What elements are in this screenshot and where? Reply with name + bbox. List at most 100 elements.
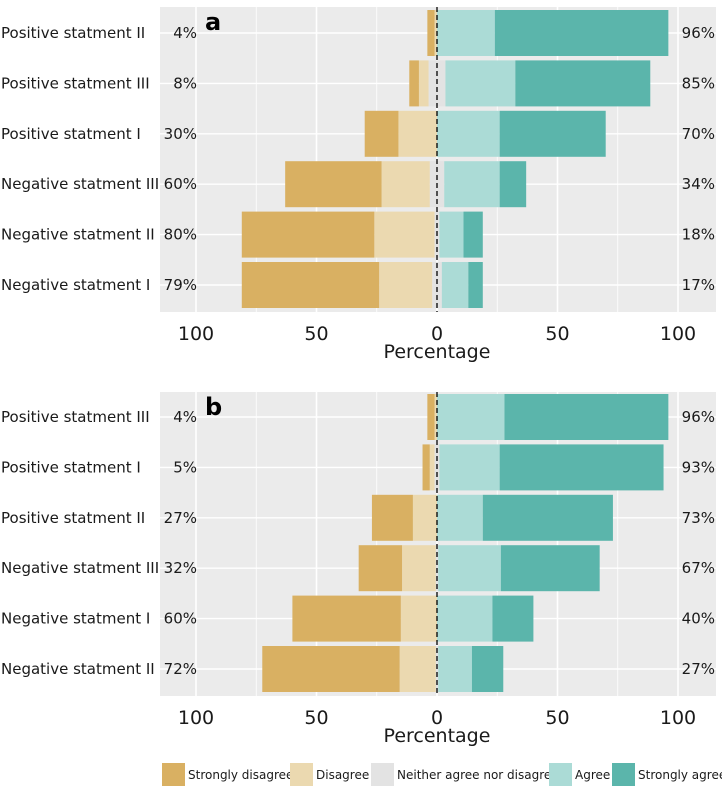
category-label: Negative statment II: [1, 660, 155, 678]
category-label: Negative statment III: [1, 559, 159, 577]
x-tick-label: 50: [304, 323, 328, 345]
bar-segment-agree: [437, 494, 483, 541]
panel-letter: a: [205, 8, 221, 36]
legend-label: Strongly agree: [638, 768, 722, 782]
legend: Strongly disagree Disagree Neither agree n…: [162, 763, 722, 786]
bar-segment-neither: [432, 262, 437, 308]
item-row: [285, 161, 527, 208]
right-percentage-label: 96%: [682, 408, 715, 426]
bar-segment-strongly-disagree: [422, 444, 430, 491]
left-percentage-label: 60%: [164, 175, 197, 193]
category-label: Negative statment I: [1, 276, 150, 294]
bar-segment-neither: [437, 60, 446, 107]
legend-swatch: [549, 763, 572, 786]
legend-item-neither: Neither agree nor disagree: [371, 763, 559, 786]
bar-segment-strongly-disagree: [358, 545, 403, 592]
bar-segment-disagree: [381, 161, 430, 208]
bar-segment-neither: [437, 444, 440, 491]
right-percentage-label: 93%: [682, 458, 715, 476]
bar-segment-disagree: [399, 646, 436, 692]
bar-segment-agree: [439, 444, 500, 491]
x-tick-label: 50: [304, 707, 328, 729]
bar-segment-strongly-disagree: [292, 595, 401, 642]
bar-segment-disagree: [402, 545, 436, 592]
bar-segment-agree: [441, 262, 469, 308]
bar-segment-strongly-disagree: [427, 394, 435, 440]
legend-swatch: [290, 763, 313, 786]
bar-segment-neither: [428, 60, 437, 107]
legend-label: Disagree: [316, 768, 369, 782]
panel-background: [160, 392, 716, 696]
x-tick-label: 0: [431, 323, 443, 345]
bar-segment-disagree: [418, 60, 429, 107]
legend-label: Strongly disagree: [188, 768, 293, 782]
bar-segment-agree: [437, 595, 493, 642]
right-percentage-label: 67%: [682, 559, 715, 577]
panel-background: [160, 7, 716, 312]
category-label: Positive statment III: [1, 74, 150, 92]
category-label: Negative statment II: [1, 226, 155, 244]
item-row: [241, 262, 483, 308]
x-tick-label: 100: [178, 707, 214, 729]
panel-a: Positive statment II 4% 96% Positive statme…: [1, 7, 716, 363]
bar-segment-agree: [438, 646, 472, 692]
bar-segment-neither: [429, 161, 437, 208]
bar-segment-disagree: [374, 211, 435, 258]
item-row: [427, 394, 669, 440]
item-row: [262, 646, 504, 692]
item-row: [241, 211, 483, 258]
panel-letter: b: [205, 393, 222, 421]
bar-segment-agree: [437, 110, 500, 157]
x-tick-label: 100: [660, 323, 696, 345]
bar-segment-strongly-agree: [515, 60, 651, 107]
bar-segment-strongly-disagree: [409, 60, 419, 107]
category-label: Positive statment III: [1, 408, 150, 426]
bar-segment-disagree: [434, 10, 437, 56]
bar-segment-strongly-agree: [463, 211, 483, 258]
bar-segment-strongly-agree: [499, 110, 606, 157]
bar-segment-strongly-disagree: [262, 646, 400, 692]
bar-segment-disagree: [429, 444, 435, 491]
bar-segment-disagree: [412, 494, 437, 541]
x-tick-label: 0: [431, 707, 443, 729]
bar-segment-strongly-disagree: [285, 161, 382, 208]
category-label: Positive statment I: [1, 458, 141, 476]
bar-segment-strongly-agree: [492, 595, 534, 642]
bar-segment-strongly-disagree: [241, 262, 380, 308]
bar-segment-neither: [434, 444, 437, 491]
legend-item-disagree: Disagree: [290, 763, 369, 786]
bar-segment-agree: [437, 394, 505, 440]
bar-segment-strongly-agree: [499, 161, 527, 208]
panel-b: Positive statment III 4% 96% Positive statm…: [1, 392, 716, 747]
right-percentage-label: 40%: [682, 610, 715, 628]
bar-segment-disagree: [398, 110, 437, 157]
right-percentage-label: 27%: [682, 660, 715, 678]
bar-segment-strongly-agree: [468, 262, 483, 308]
legend-label: Agree: [575, 768, 610, 782]
legend-swatch: [612, 763, 635, 786]
right-percentage-label: 70%: [682, 125, 715, 143]
category-label: Positive statment II: [1, 24, 145, 42]
bar-segment-strongly-agree: [500, 545, 600, 592]
right-percentage-label: 17%: [682, 276, 715, 294]
left-percentage-label: 79%: [164, 276, 197, 294]
legend-swatch: [162, 763, 185, 786]
right-percentage-label: 85%: [682, 74, 715, 92]
left-percentage-label: 80%: [164, 226, 197, 244]
legend-item-strongly-disagree: Strongly disagree: [162, 763, 293, 786]
left-percentage-label: 8%: [173, 74, 197, 92]
bar-segment-neither: [437, 211, 440, 258]
left-percentage-label: 5%: [173, 458, 197, 476]
bar-segment-neither: [437, 161, 445, 208]
left-percentage-label: 27%: [164, 509, 197, 527]
item-row: [364, 110, 606, 157]
left-percentage-label: 4%: [173, 408, 197, 426]
legend-swatch: [371, 763, 394, 786]
x-axis-title: Percentage: [384, 341, 491, 363]
item-row: [427, 10, 669, 56]
right-percentage-label: 96%: [682, 24, 715, 42]
left-percentage-label: 30%: [164, 125, 197, 143]
left-percentage-label: 4%: [173, 24, 197, 42]
category-label: Negative statment I: [1, 610, 150, 628]
